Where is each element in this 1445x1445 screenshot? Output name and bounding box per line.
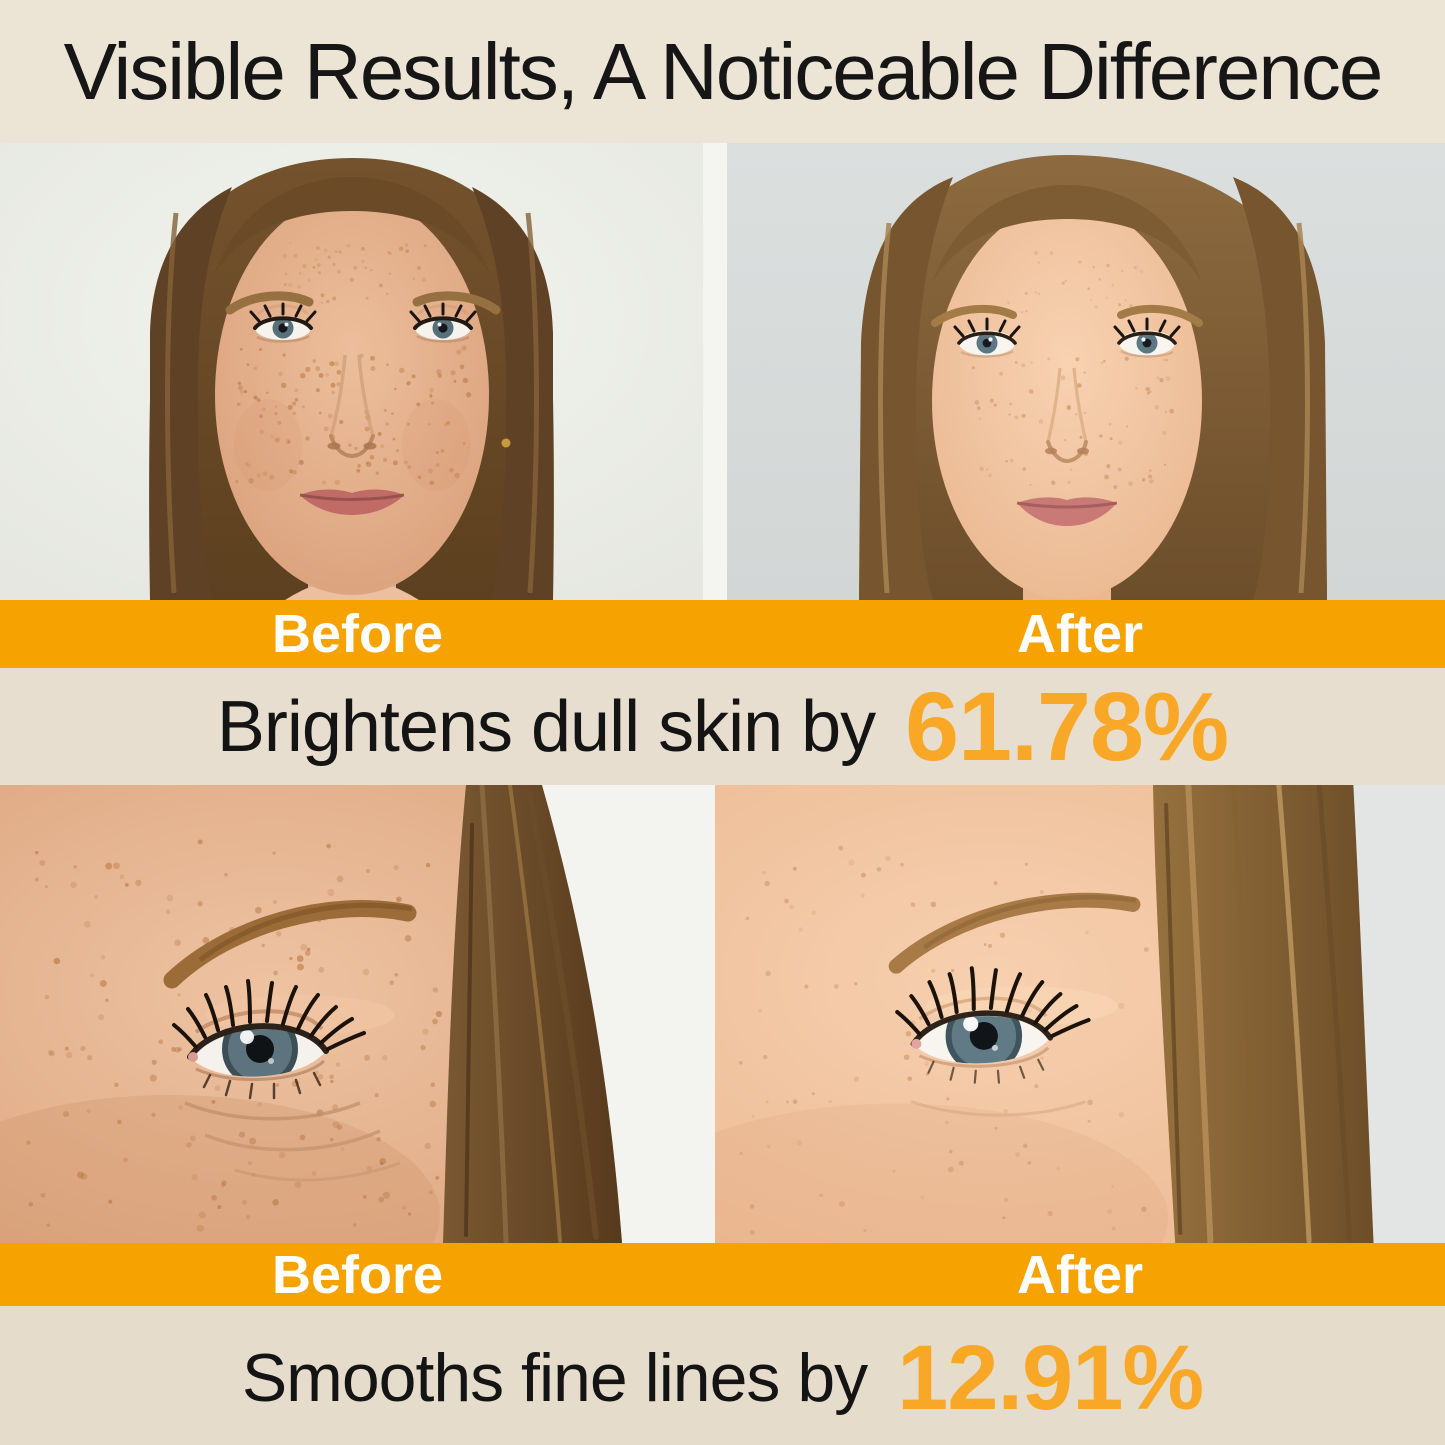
lips (299, 489, 405, 515)
lower-shading (0, 1095, 440, 1243)
page-title: Visible Results, A Noticeable Difference (63, 26, 1384, 116)
eye-closeup-after-illustration (715, 785, 1445, 1243)
before-portrait-photo (0, 143, 703, 600)
lower-lashes (927, 1058, 1045, 1084)
header: Visible Results, A Noticeable Difference (0, 0, 1445, 143)
stat-text: Brightens dull skin by (216, 686, 876, 767)
before-after-banner-1: Before After (0, 600, 1445, 668)
before-banner-cell: Before (0, 600, 715, 668)
left-eye (931, 304, 1021, 358)
brightening-stat: Brightens dull skin by 61.78% (0, 668, 1445, 785)
nose (327, 354, 377, 459)
lower-lashes (202, 1071, 322, 1100)
forehead-freckles (282, 241, 427, 304)
before-closeup-photo (0, 785, 715, 1243)
woman-portrait-before-illustration (0, 143, 703, 600)
eye-closeup-comparison-row (0, 785, 1445, 1243)
eye (172, 979, 366, 1100)
face (932, 203, 1202, 599)
hair-strands (464, 785, 599, 1243)
hair-strands (1164, 785, 1352, 1243)
before-after-banner-2: Before After (0, 1243, 1445, 1306)
woman-portrait-after-illustration (727, 143, 1445, 600)
left-eye (225, 291, 317, 343)
before-banner-cell: Before (0, 1243, 715, 1306)
upper-lashes (172, 979, 366, 1051)
before-label: Before (271, 604, 444, 664)
earring (501, 438, 511, 448)
eye (895, 966, 1091, 1084)
after-closeup-photo (715, 785, 1445, 1243)
upper-lashes (895, 966, 1091, 1038)
after-label: After (1016, 1244, 1143, 1305)
portrait-comparison-row (0, 143, 1445, 600)
studio-background (1351, 785, 1445, 1243)
hair-strand (1296, 222, 1310, 594)
hair-strand (165, 212, 179, 594)
eye-closeup-before-illustration (0, 785, 715, 1243)
hair (1153, 785, 1374, 1243)
eyebrow-detail (198, 902, 413, 963)
before-label: Before (271, 1244, 444, 1305)
face (215, 195, 489, 595)
smoothing-stat: Smooths fine lines by 12.91% (0, 1306, 1445, 1445)
after-label: After (1016, 604, 1143, 664)
stat-percentage: 12.91% (897, 1326, 1204, 1429)
tear-duct (911, 1038, 922, 1049)
cheek-freckles (971, 356, 1175, 489)
studio-background (540, 785, 715, 1243)
stat-text: Smooths fine lines by (241, 1339, 868, 1416)
photo-divider (703, 143, 727, 600)
after-portrait-photo (727, 143, 1445, 600)
after-banner-cell: After (715, 600, 1445, 668)
stat-percentage: 61.78% (905, 672, 1229, 781)
cheek-shading (234, 399, 302, 491)
hair-fringe (932, 185, 1202, 283)
after-banner-cell: After (715, 1243, 1445, 1306)
hair-strand (878, 222, 892, 594)
lips (1016, 497, 1118, 526)
tear-duct (188, 1052, 198, 1062)
eyebrow-detail (923, 895, 1137, 950)
hair-strand (525, 212, 539, 594)
cheek-shading (402, 399, 470, 491)
hair-fringe (215, 177, 489, 273)
under-eye-wrinkles (184, 1101, 401, 1182)
freckles (738, 845, 1149, 1235)
lower-shading (715, 1103, 1169, 1243)
faint-under-eye-line (910, 1100, 1087, 1117)
nose (1045, 367, 1089, 464)
